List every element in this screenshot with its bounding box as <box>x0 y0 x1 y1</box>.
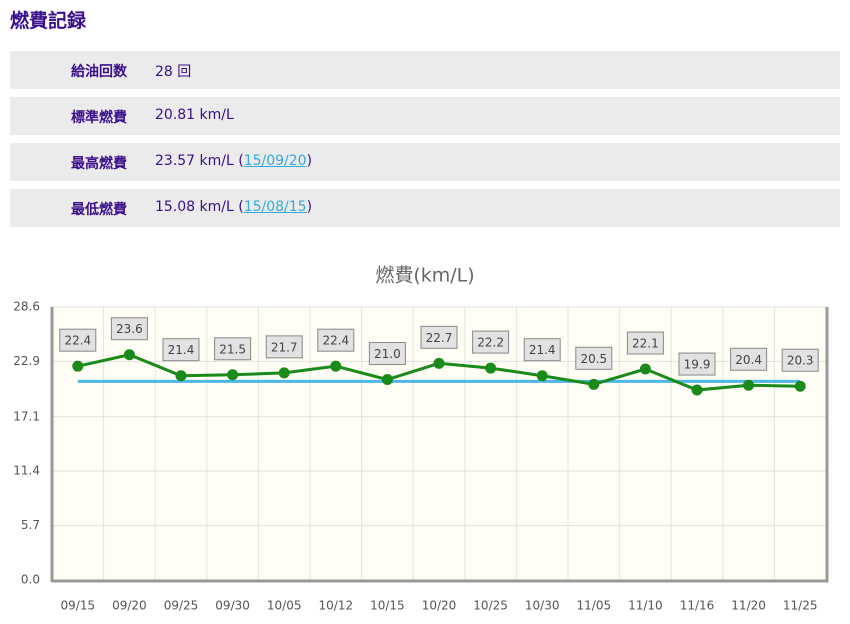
stats-label: 最低燃費 <box>71 202 127 218</box>
chart-title: 燃費(km/L) <box>375 265 474 287</box>
data-label: 21.0 <box>374 347 401 361</box>
x-tick-label: 09/20 <box>112 599 147 613</box>
data-point <box>381 374 393 386</box>
data-label-box <box>110 317 148 341</box>
data-label-box <box>781 348 819 372</box>
data-label-box <box>523 338 561 362</box>
stats-value: 28 回 <box>155 61 191 81</box>
y-tick-label: 5.7 <box>21 518 40 532</box>
stats-row: 最低燃費 15.08 km/L (15/08/15) <box>10 189 840 227</box>
data-point <box>278 367 290 379</box>
data-label: 19.9 <box>684 358 711 372</box>
data-point <box>123 349 135 361</box>
x-tick-label: 11/20 <box>731 599 766 613</box>
data-point <box>433 357 445 369</box>
data-label: 20.5 <box>580 352 607 366</box>
data-label: 20.4 <box>735 353 762 367</box>
data-point <box>691 384 703 396</box>
data-label-box <box>420 325 458 349</box>
x-tick-label: 10/30 <box>525 599 560 613</box>
data-label-box <box>730 347 768 371</box>
data-point <box>72 360 84 372</box>
y-tick-label: 28.6 <box>13 300 40 314</box>
data-label: 23.6 <box>116 322 143 336</box>
data-point <box>485 362 497 374</box>
stats-value: 23.57 km/L (15/09/20) <box>155 153 312 169</box>
y-tick-label: 11.4 <box>13 464 40 478</box>
data-label-box <box>265 335 303 359</box>
y-tick-label: 17.1 <box>13 409 40 423</box>
data-point <box>588 378 600 390</box>
data-point <box>743 379 755 391</box>
data-point <box>175 370 187 382</box>
stats-value-text: 15.08 km/L ( <box>155 199 244 215</box>
x-tick-label: 10/20 <box>422 599 457 613</box>
data-label-box <box>214 337 252 361</box>
stats-value: 20.81 km/L <box>155 107 234 123</box>
x-tick-label: 09/25 <box>164 599 199 613</box>
x-tick-label: 11/16 <box>680 599 715 613</box>
data-point <box>639 363 651 375</box>
x-tick-label: 10/05 <box>267 599 302 613</box>
date-link[interactable]: 15/09/20 <box>243 153 307 169</box>
data-point <box>227 369 239 381</box>
x-tick-label: 10/25 <box>473 599 508 613</box>
stats-value-tail: ) <box>306 199 313 215</box>
data-label: 21.4 <box>168 343 195 357</box>
data-label: 22.4 <box>64 334 91 348</box>
x-tick-label: 09/30 <box>215 599 250 613</box>
data-label: 21.7 <box>271 340 298 354</box>
data-label: 21.4 <box>529 343 556 357</box>
data-label-box <box>626 331 664 355</box>
page-title: 燃費記録 <box>10 10 87 32</box>
chart: 燃費(km/L) 0.0 5.7 11.4 17.1 22.9 28.6 09/15 09/2… <box>13 265 829 613</box>
stats-label: 給油回数 <box>71 64 127 80</box>
stats-value-text: 20.81 km/L <box>155 107 234 123</box>
data-point <box>536 370 548 382</box>
data-point <box>794 380 806 392</box>
data-label-box <box>162 338 200 362</box>
data-point <box>330 360 342 372</box>
x-tick-label: 11/05 <box>577 599 612 613</box>
data-label-box <box>59 328 97 352</box>
data-label-box <box>575 346 613 370</box>
y-tick-label: 0.0 <box>21 573 40 587</box>
stats-value-text: 23.57 km/L ( <box>155 153 244 169</box>
y-tick-label: 22.9 <box>13 354 40 368</box>
x-tick-label: 09/15 <box>61 599 96 613</box>
x-tick-label: 11/25 <box>783 599 818 613</box>
stats-row: 最高燃費 23.57 km/L (15/09/20) <box>10 143 840 181</box>
stats-label: 標準燃費 <box>71 110 127 126</box>
data-label-box <box>678 352 716 376</box>
data-label: 22.7 <box>426 331 453 345</box>
stats-value-text: 28 回 <box>155 64 192 80</box>
stats-label: 最高燃費 <box>71 156 127 172</box>
data-label-box <box>317 328 355 352</box>
data-label: 21.5 <box>219 342 246 356</box>
data-label-box <box>472 330 510 354</box>
stats-row: 給油回数 28 回 <box>10 51 840 89</box>
stats-value-tail: ) <box>306 153 313 169</box>
x-tick-label: 11/10 <box>628 599 663 613</box>
date-link[interactable]: 15/08/15 <box>243 199 307 215</box>
data-label-box <box>368 342 406 366</box>
data-label: 22.2 <box>477 336 504 350</box>
x-tick-label: 10/12 <box>319 599 354 613</box>
data-label: 20.3 <box>787 354 814 368</box>
stats-row: 標準燃費 20.81 km/L <box>10 97 840 135</box>
x-tick-label: 10/15 <box>370 599 405 613</box>
stats-value: 15.08 km/L (15/08/15) <box>155 199 312 215</box>
data-label: 22.1 <box>632 337 659 351</box>
data-label: 22.4 <box>322 334 349 348</box>
